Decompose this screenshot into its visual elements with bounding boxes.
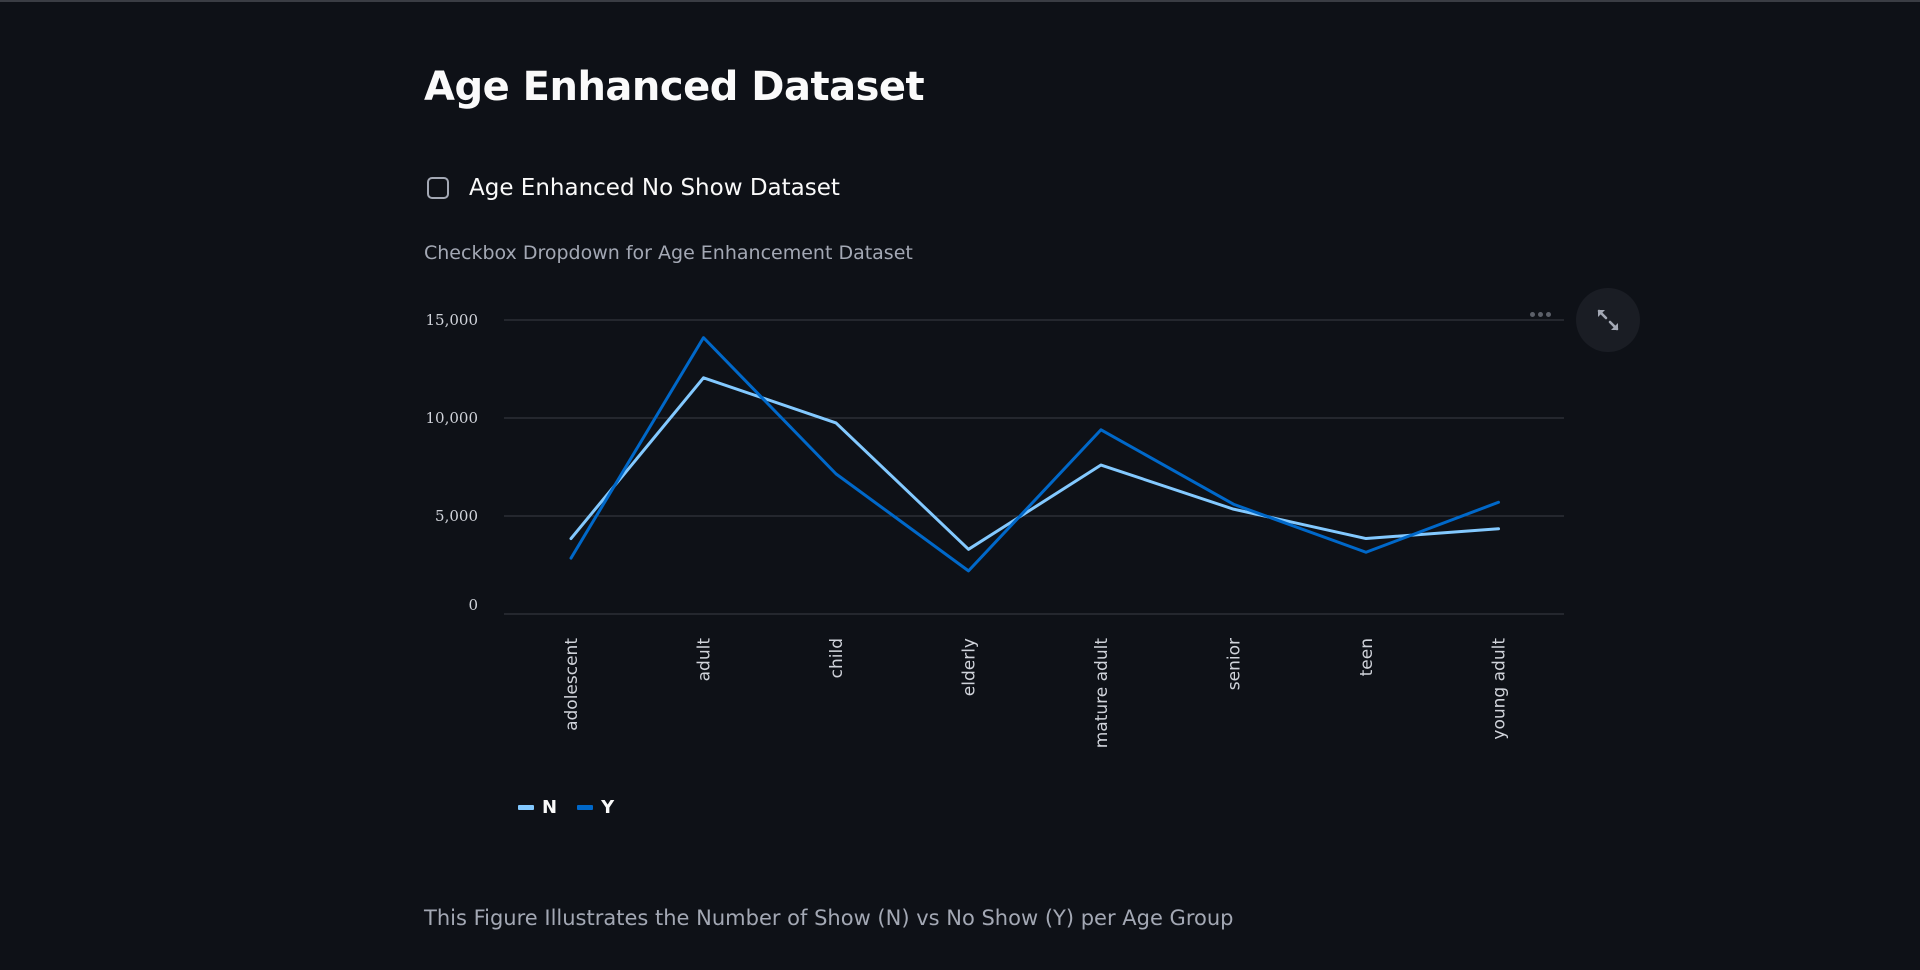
x-tick-label: adult — [695, 638, 715, 682]
legend-item-n[interactable]: N — [518, 797, 557, 818]
x-tick-label: senior — [1225, 638, 1245, 690]
legend-swatch-y — [577, 805, 594, 810]
expand-button[interactable] — [1576, 288, 1640, 352]
age-enhanced-checkbox[interactable]: Age Enhanced No Show Dataset — [427, 175, 840, 201]
legend-item-y[interactable]: Y — [577, 797, 614, 818]
x-tick-label: adolescent — [562, 638, 582, 731]
more-horizontal-icon[interactable] — [1530, 312, 1551, 317]
x-tick-label: mature adult — [1092, 638, 1112, 749]
checkbox-label: Age Enhanced No Show Dataset — [469, 175, 840, 201]
chart-caption-top: Checkbox Dropdown for Age Enhancement Da… — [424, 242, 913, 264]
y-tick-label: 15,000 — [426, 311, 479, 329]
x-tick-label: child — [827, 638, 847, 678]
series-line-n — [569, 376, 1500, 551]
legend-label-y: Y — [601, 797, 615, 818]
page-title: Age Enhanced Dataset — [424, 64, 925, 110]
top-border — [0, 0, 1920, 2]
expand-icon — [1597, 309, 1619, 331]
legend-swatch-n — [518, 805, 534, 810]
x-tick-label: young adult — [1490, 638, 1510, 740]
chart-caption-bottom: This Figure Illustrates the Number of Sh… — [424, 906, 1234, 930]
legend-label-n: N — [542, 797, 558, 818]
series-line-y — [569, 336, 1500, 573]
y-tick-label: 10,000 — [426, 409, 479, 427]
line-chart: 0 5,000 10,000 15,000 adolescent adult child el… — [400, 280, 1650, 840]
chart-canvas: 0 5,000 10,000 15,000 adolescent adult child el… — [426, 311, 1564, 749]
y-tick-label: 0 — [468, 596, 478, 614]
checkbox-box[interactable] — [427, 177, 449, 199]
x-tick-label: elderly — [960, 638, 980, 696]
y-tick-label: 5,000 — [435, 507, 478, 525]
x-tick-label: teen — [1357, 638, 1377, 676]
chart-legend: N Y — [518, 797, 614, 818]
